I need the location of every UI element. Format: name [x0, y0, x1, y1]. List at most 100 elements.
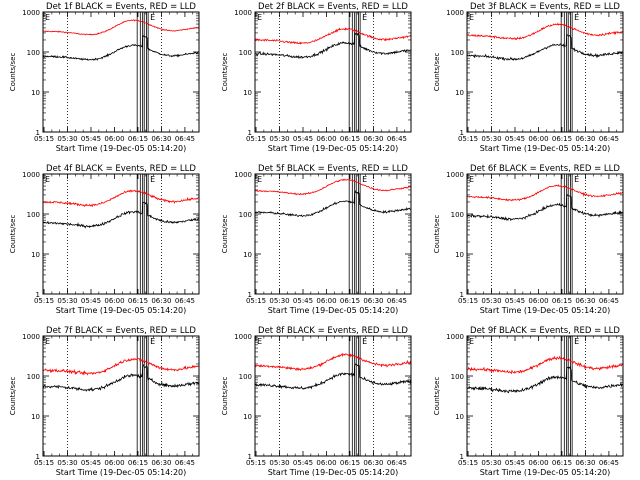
panel-title: Det 5f BLACK = Events, RED = LLD	[258, 164, 408, 174]
x-tick-label: 06:00	[316, 297, 336, 305]
x-tick-label: 05:30	[269, 135, 289, 143]
x-tick-label: 05:45	[505, 459, 525, 467]
y-axis-label: Counts/sec	[433, 53, 441, 92]
x-tick-label: 06:45	[599, 297, 619, 305]
y-axis-label: Counts/sec	[221, 215, 229, 254]
x-tick-label: 06:00	[104, 135, 124, 143]
flag-label-end: E	[150, 13, 155, 22]
x-tick-label: 06:45	[387, 135, 407, 143]
y-axis-label: Counts/sec	[221, 377, 229, 416]
x-tick-label: 06:45	[599, 135, 619, 143]
plot-frame	[42, 11, 200, 133]
flag-label-start: E	[45, 13, 50, 22]
flag-bar	[348, 173, 353, 295]
flag-bar	[142, 11, 145, 133]
x-tick-label: 06:15	[128, 459, 148, 467]
y-tick-label: 1	[248, 453, 252, 461]
x-tick-label: 06:30	[575, 135, 595, 143]
x-tick-label: 06:15	[552, 135, 572, 143]
y-tick-label: 1000	[446, 171, 464, 179]
flag-label-start: E	[257, 175, 262, 184]
y-axis-label: Counts/sec	[221, 53, 229, 92]
y-tick-label: 10	[243, 89, 252, 97]
flag-label-end: E	[574, 13, 579, 22]
x-tick-label: 06:00	[316, 459, 336, 467]
flag-bar	[566, 335, 569, 457]
series-events-line	[254, 189, 411, 217]
y-axis-label: Counts/sec	[9, 215, 17, 254]
panel-det-8: Det 8f BLACK = Events, RED = LLD Counts/s…	[221, 326, 412, 477]
series-lld-line	[42, 357, 199, 376]
x-tick-label: 05:30	[481, 297, 501, 305]
x-axis-label: Start Time (19-Dec-05 05:14:20)	[268, 144, 399, 153]
panel-title: Det 3f BLACK = Events, RED = LLD	[470, 2, 620, 12]
x-tick-label: 06:15	[340, 459, 360, 467]
flag-label-start: E	[257, 337, 262, 346]
flag-label-start: E	[257, 13, 262, 22]
flag-bar	[566, 11, 569, 133]
panel-det-7: Det 7f BLACK = Events, RED = LLD Counts/s…	[9, 326, 200, 477]
flag-label-start: E	[469, 337, 474, 346]
flag-label-end: E	[574, 337, 579, 346]
flag-bar	[566, 173, 569, 295]
x-tick-label: 05:45	[81, 297, 101, 305]
x-tick-label: 06:15	[128, 297, 148, 305]
flag-bar	[570, 173, 573, 295]
panel-title: Det 9f BLACK = Events, RED = LLD	[470, 326, 620, 336]
x-tick-label: 05:30	[57, 459, 77, 467]
flag-label-start: E	[45, 337, 50, 346]
y-tick-label: 10	[455, 251, 464, 259]
flag-label-end: E	[150, 175, 155, 184]
flag-bar	[348, 11, 353, 133]
flag-label-start: E	[469, 175, 474, 184]
y-tick-label: 1	[460, 129, 464, 137]
plot-frame	[254, 335, 412, 457]
x-tick-label: 05:45	[81, 459, 101, 467]
series-events-line	[466, 193, 623, 222]
y-axis-label: Counts/sec	[9, 377, 17, 416]
plot-frame	[466, 335, 624, 457]
x-tick-label: 05:15	[458, 297, 478, 305]
y-tick-label: 1000	[234, 9, 252, 17]
y-axis-label: Counts/sec	[433, 215, 441, 254]
y-tick-label: 1	[248, 291, 252, 299]
plot-frame	[254, 173, 412, 295]
series-lld-line	[42, 189, 199, 208]
y-axis-label: Counts/sec	[9, 53, 17, 92]
x-tick-label: 05:45	[293, 135, 313, 143]
x-tick-label: 05:30	[481, 135, 501, 143]
flag-bar	[358, 11, 361, 133]
panel-title: Det 7f BLACK = Events, RED = LLD	[46, 326, 196, 336]
x-tick-label: 05:30	[481, 459, 501, 467]
plot-frame	[42, 335, 200, 457]
flag-bar	[358, 335, 361, 457]
y-tick-label: 100	[451, 373, 464, 381]
x-axis-label: Start Time (19-Dec-05 05:14:20)	[480, 468, 611, 477]
y-tick-label: 1000	[446, 333, 464, 341]
flag-label-end: E	[362, 337, 367, 346]
x-tick-label: 05:15	[246, 297, 266, 305]
series-events-line	[42, 201, 199, 229]
plot-frame	[254, 11, 412, 133]
x-axis-label: Start Time (19-Dec-05 05:14:20)	[480, 144, 611, 153]
panel-det-3: Det 3f BLACK = Events, RED = LLD Counts/s…	[433, 2, 624, 153]
flag-bar	[136, 11, 141, 133]
panel-det-2: Det 2f BLACK = Events, RED = LLD Counts/s…	[221, 2, 412, 153]
flag-bar	[354, 335, 357, 457]
x-tick-label: 06:15	[552, 297, 572, 305]
series-events-line	[254, 363, 411, 390]
y-tick-label: 1	[36, 453, 40, 461]
flag-bar	[136, 173, 141, 295]
x-axis-label: Start Time (19-Dec-05 05:14:20)	[56, 306, 187, 315]
panel-det-4: Det 4f BLACK = Events, RED = LLD Counts/s…	[9, 164, 200, 315]
x-tick-label: 05:15	[246, 135, 266, 143]
x-tick-label: 06:45	[175, 135, 195, 143]
flag-bar	[146, 173, 149, 295]
y-tick-label: 1	[36, 291, 40, 299]
x-tick-label: 06:30	[151, 297, 171, 305]
x-tick-label: 06:00	[104, 459, 124, 467]
flag-label-end: E	[362, 13, 367, 22]
y-tick-label: 10	[455, 413, 464, 421]
panel-title: Det 8f BLACK = Events, RED = LLD	[258, 326, 408, 336]
y-tick-label: 100	[451, 49, 464, 57]
